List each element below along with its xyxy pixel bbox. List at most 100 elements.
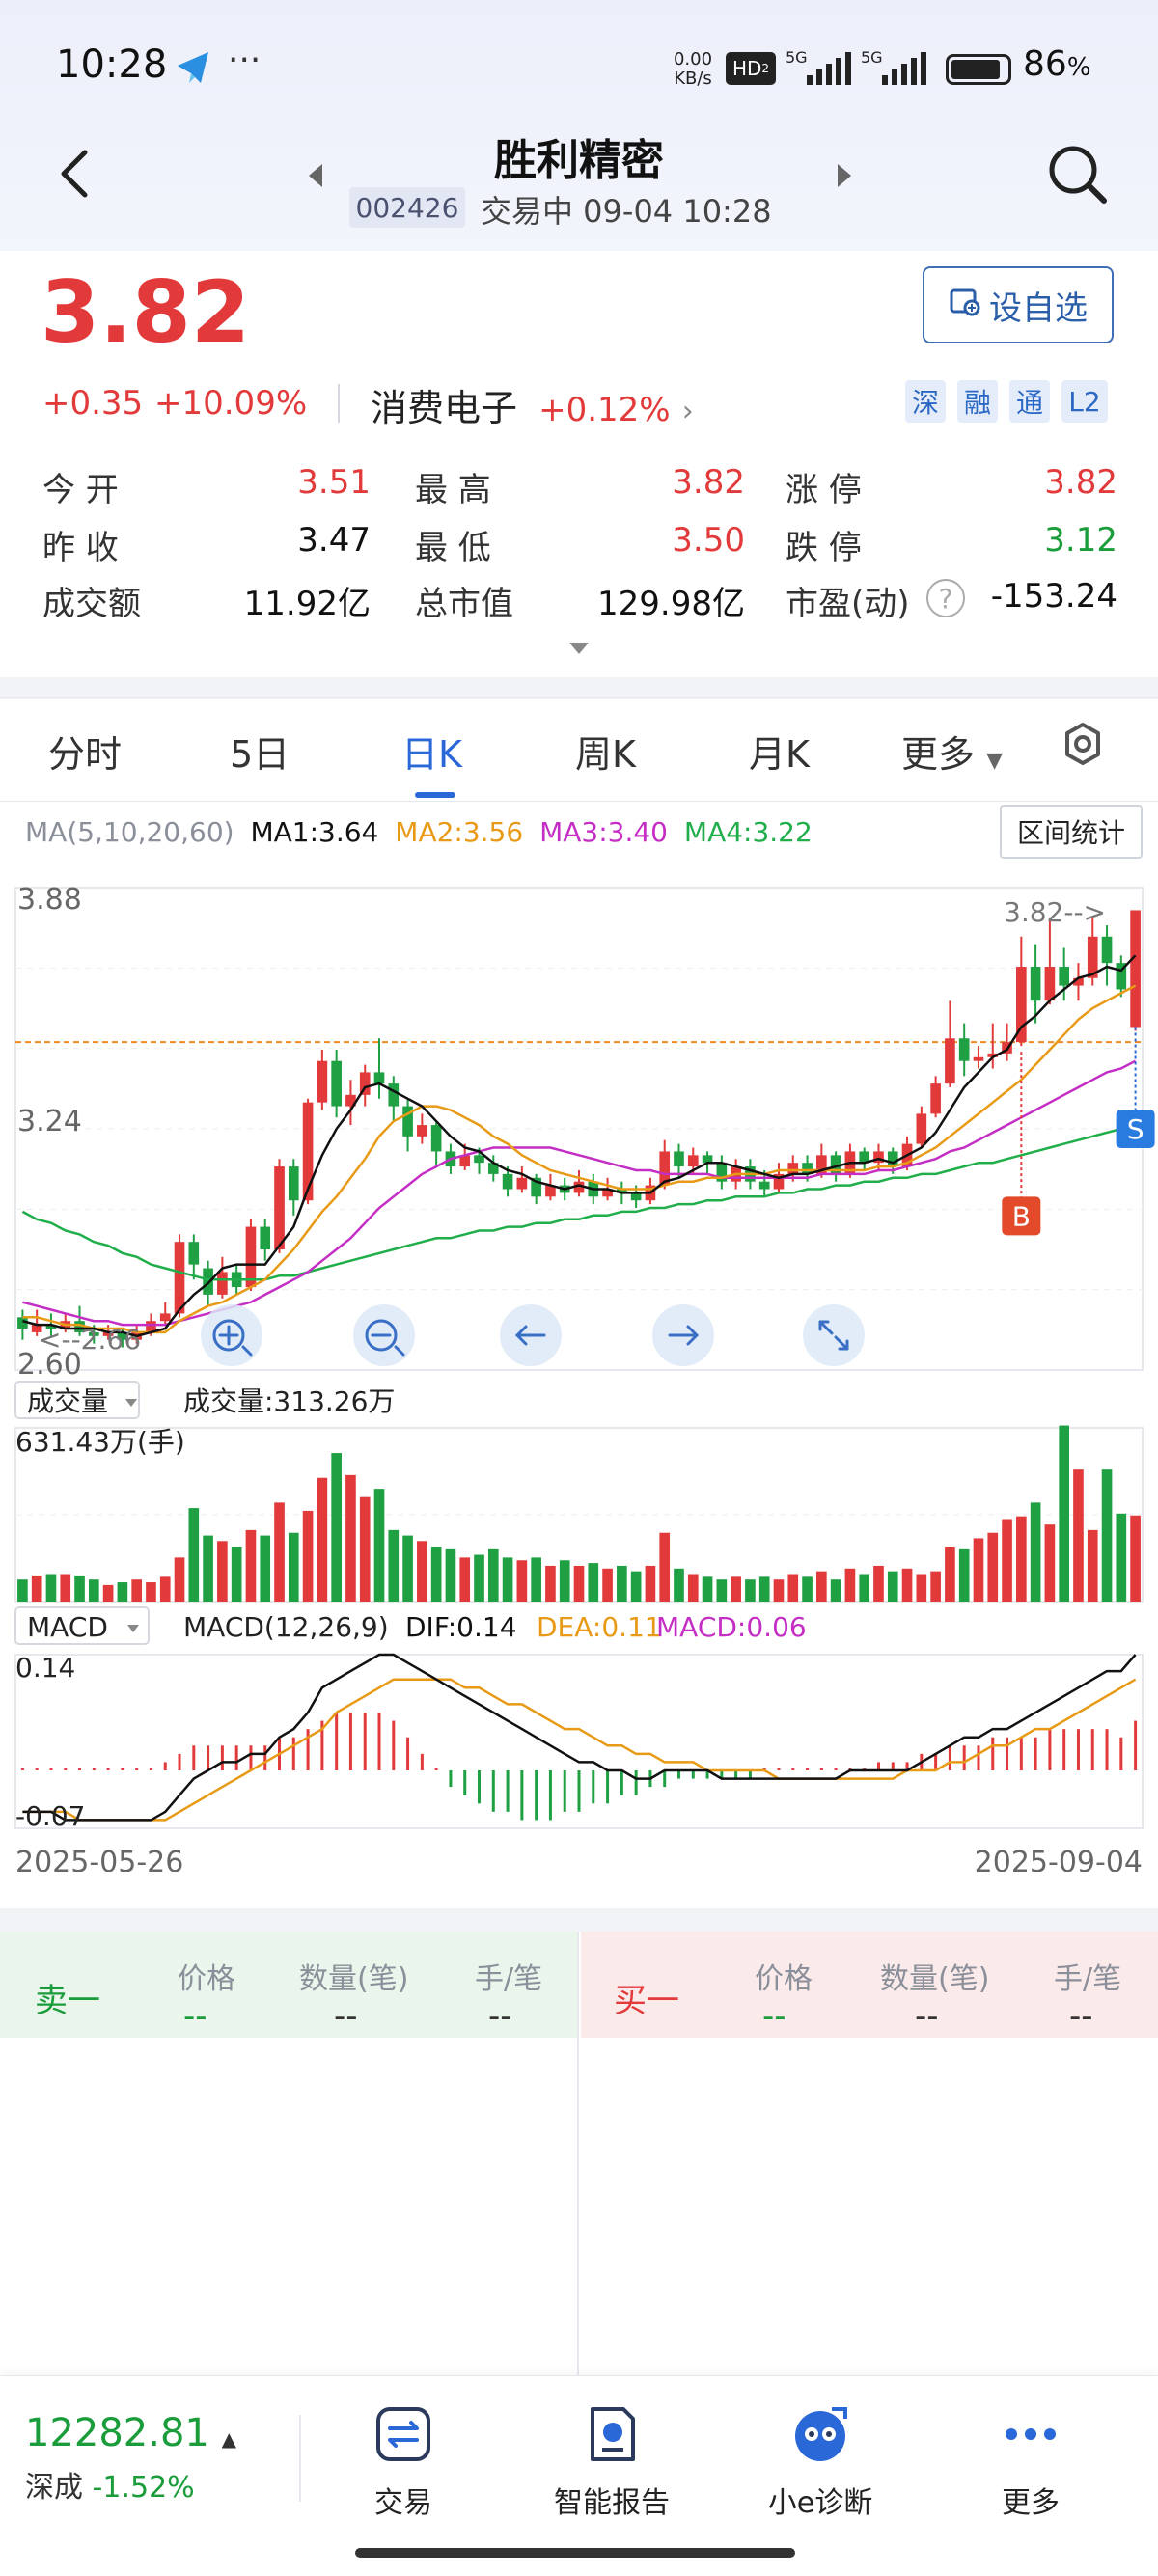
candle-body — [930, 1083, 941, 1114]
tab-monthly-k[interactable]: 月K — [749, 733, 810, 776]
candle-body — [474, 1155, 484, 1164]
stat-value: 3.82 — [1044, 463, 1117, 502]
volume-bar — [260, 1535, 271, 1602]
volume-bar — [345, 1474, 356, 1602]
volume-bar — [45, 1574, 57, 1602]
candle-body — [945, 1038, 955, 1084]
tab-daily-k[interactable]: 日K — [401, 733, 462, 776]
price-axis-bottom: 2.60 — [17, 1348, 82, 1382]
stat-value: 3.12 — [1044, 521, 1117, 560]
add-favorite-button[interactable]: 设自选 — [923, 266, 1114, 343]
ma-legend: MA(5,10,20,60) MA1:3.64 MA2:3.56 MA3:3.4… — [25, 816, 813, 848]
date-start-label: 2025-05-26 — [15, 1846, 183, 1872]
volume-bar — [459, 1557, 471, 1602]
volume-bar — [958, 1548, 970, 1602]
nav-trade[interactable]: 交易 — [326, 2405, 481, 2550]
tag-tong[interactable]: 通 — [1009, 380, 1050, 423]
ma2-line — [22, 984, 1137, 1334]
zoom-in-button[interactable] — [201, 1304, 262, 1366]
volume-bar — [102, 1584, 114, 1602]
sell-marker-label: S — [1127, 1113, 1144, 1145]
fullscreen-glyph — [818, 1320, 849, 1351]
stat-label: 最 低 — [415, 529, 491, 567]
volume-bar — [402, 1535, 413, 1602]
move-right-button[interactable] — [652, 1304, 714, 1366]
settings-icon[interactable] — [1060, 721, 1106, 767]
candle-body — [1101, 936, 1113, 964]
nav-smart-report[interactable]: 智能报告 — [535, 2405, 689, 2550]
volume-bar — [687, 1574, 699, 1602]
tab-5day[interactable]: 5日 — [230, 733, 290, 776]
move-left-button[interactable] — [500, 1304, 562, 1366]
buy-qty-value: -- — [915, 1997, 939, 2036]
candle-body — [773, 1173, 785, 1190]
volume-selector — [14, 1381, 140, 1419]
tabs-bottom-border — [0, 801, 1158, 802]
range-stats-button[interactable]: 区间统计 — [1000, 805, 1143, 859]
volume-bar — [1130, 1515, 1141, 1602]
volume-bar — [288, 1532, 299, 1602]
candle-body — [430, 1125, 442, 1152]
buy-panel — [581, 1932, 1158, 2038]
volume-bar — [645, 1565, 656, 1602]
candle-body — [388, 1083, 400, 1107]
nav-diagnosis[interactable]: 小e诊断 — [743, 2405, 897, 2550]
volume-bar — [430, 1546, 442, 1602]
volume-bar — [1073, 1469, 1084, 1602]
volume-bar — [973, 1538, 984, 1602]
tab-active-indicator — [415, 792, 455, 798]
nav-more[interactable]: 更多 — [953, 2405, 1108, 2550]
sell-price-header: 价格 — [178, 1962, 235, 1996]
dif-label: DIF:0.14 — [405, 1611, 517, 1643]
ma4-line — [21, 1123, 1136, 1281]
volume-bar — [217, 1541, 228, 1602]
macd-axis-top: 0.14 — [15, 1652, 75, 1684]
zoom-out-button[interactable] — [353, 1304, 415, 1366]
search-icon[interactable] — [1044, 141, 1112, 208]
tab-weekly-k[interactable]: 周K — [575, 733, 636, 776]
volume-bar — [417, 1541, 427, 1602]
candle-body — [373, 1072, 385, 1084]
buy-hand-header: 手/笔 — [1054, 1962, 1122, 1996]
candle-body — [188, 1242, 200, 1265]
hd-voice-icon: HD 2 — [726, 52, 776, 85]
volume-bar — [1002, 1519, 1012, 1602]
candle-body — [417, 1125, 427, 1137]
sector-link[interactable]: 消费电子 +0.12% › — [371, 387, 694, 429]
volume-bar — [203, 1535, 213, 1602]
candle-body — [630, 1192, 642, 1201]
fullscreen-button[interactable] — [803, 1304, 865, 1366]
volume-bar — [1087, 1529, 1098, 1602]
candle-body — [787, 1163, 799, 1174]
candle-body — [203, 1268, 213, 1295]
candle-body — [260, 1226, 271, 1249]
candle-body — [74, 1321, 85, 1332]
candle-body — [916, 1113, 927, 1144]
tag-l2[interactable]: L2 — [1062, 380, 1108, 423]
prev-stock-button[interactable] — [307, 162, 326, 189]
next-stock-button[interactable] — [834, 162, 853, 189]
index-widget[interactable]: 12282.81 ▲ 深成 -1.52% — [25, 2411, 276, 2527]
help-icon[interactable]: ? — [926, 579, 965, 617]
candle-body — [716, 1163, 728, 1182]
date-end-label: 2025-09-04 — [975, 1846, 1143, 1872]
tag-rong[interactable]: 融 — [957, 380, 998, 423]
telegram-icon — [174, 48, 212, 87]
back-button[interactable] — [52, 145, 100, 203]
buy-one-label: 买一 — [614, 1982, 679, 2020]
index-value: 12282.81 ▲ — [25, 2411, 236, 2455]
buy-price-header: 价格 — [755, 1962, 813, 1996]
tab-intraday[interactable]: 分时 — [48, 733, 123, 776]
tab-more[interactable]: 更多 ▼ — [901, 733, 1004, 776]
candle-body — [617, 1189, 627, 1193]
sell-hand-value: -- — [488, 1997, 512, 2036]
price-change-pct: +10.09% — [154, 384, 308, 423]
volume-bar — [17, 1579, 28, 1602]
tag-shen[interactable]: 深 — [905, 380, 946, 423]
stat-value: 3.82 — [672, 463, 745, 502]
macd-value-label: MACD:0.06 — [656, 1611, 807, 1643]
buy-marker — [1002, 1196, 1041, 1236]
kline-chart[interactable]: 3.88 3.24 2.60 3.82--> <--2.66 B S 成交量 成交量:313.2… — [0, 868, 1158, 1872]
stat-label: 跌 停 — [786, 529, 862, 567]
expand-stats-icon[interactable] — [567, 641, 591, 656]
